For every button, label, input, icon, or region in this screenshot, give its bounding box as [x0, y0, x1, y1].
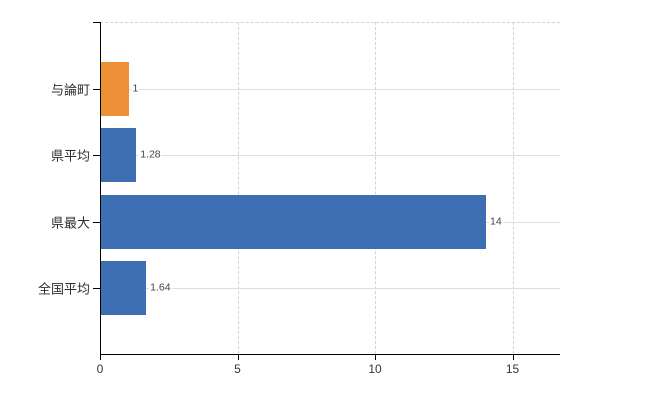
bar-3 — [101, 195, 486, 249]
x-axis-tick-label: 10 — [368, 362, 382, 376]
value-label: 1.64 — [149, 281, 172, 295]
x-axis-tick-label: 0 — [96, 362, 104, 376]
value-label: 1.28 — [139, 148, 162, 162]
y-axis-tick — [93, 155, 100, 156]
value-label: 14 — [489, 215, 503, 229]
x-axis-line — [100, 354, 560, 355]
bar-2 — [101, 128, 137, 182]
category-label: 県最大 — [50, 215, 90, 231]
x-axis-tick — [237, 354, 239, 360]
x-axis-tick — [375, 354, 376, 360]
x-axis-tick — [100, 354, 101, 360]
plot-top-border — [100, 22, 560, 23]
y-axis-tick — [93, 89, 100, 90]
horizontal-gridline — [100, 155, 560, 156]
y-axis-top-tick — [93, 22, 100, 23]
bar-4 — [101, 261, 147, 315]
y-axis-line — [100, 22, 101, 355]
vertical-gridline — [237, 22, 239, 354]
category-label: 与論町 — [50, 82, 90, 98]
x-axis-tick-label: 5 — [234, 362, 241, 376]
y-axis-tick — [93, 288, 100, 289]
bar-1 — [101, 62, 129, 116]
x-axis-tick-label: 15 — [505, 362, 520, 376]
horizontal-gridline — [100, 89, 560, 90]
horizontal-gridline — [100, 288, 560, 289]
x-axis-tick — [512, 354, 514, 360]
vertical-gridline — [512, 22, 514, 354]
value-label: 1 — [131, 82, 140, 96]
category-label: 県平均 — [50, 148, 90, 164]
y-axis-tick — [93, 222, 100, 223]
vertical-gridline — [375, 22, 376, 354]
category-label: 全国平均 — [37, 281, 90, 297]
